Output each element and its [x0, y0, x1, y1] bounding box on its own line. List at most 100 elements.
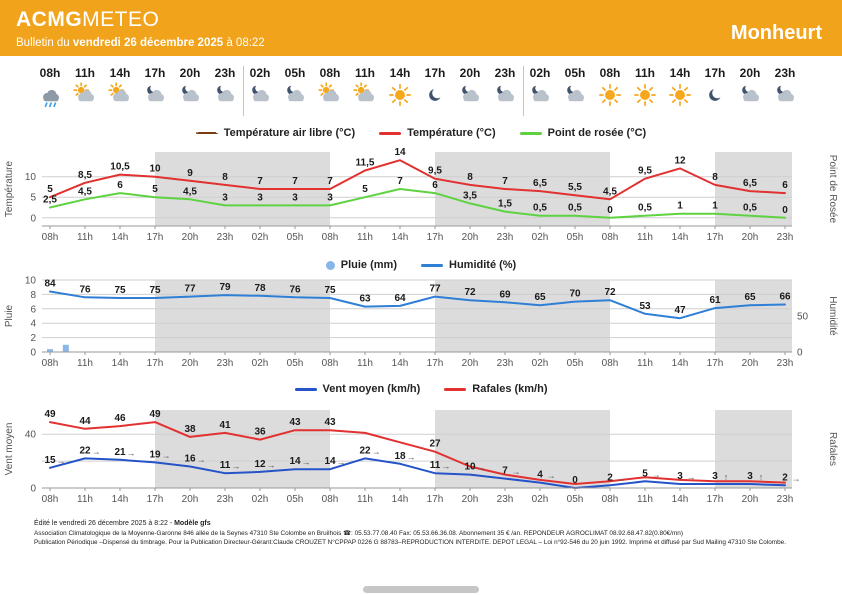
svg-text:↑: ↑ — [724, 472, 729, 482]
svg-text:4: 4 — [30, 319, 36, 330]
svg-text:5,5: 5,5 — [568, 182, 582, 193]
svg-text:11h: 11h — [637, 358, 653, 369]
wind-chart: 40 0 15 → 22 → 21 → 19 → 16 → 11 → 12 → 14 → 14 → 22 → 18 → 11 → 1… — [0, 396, 842, 514]
svg-text:49: 49 — [44, 409, 56, 420]
svg-text:14h: 14h — [392, 358, 409, 369]
bulletin-suffix: à 08:22 — [223, 37, 265, 49]
svg-text:0,5: 0,5 — [533, 203, 547, 214]
timeline-hour-label: 14h — [669, 66, 691, 80]
legend-item: Pluie (mm) — [325, 259, 397, 271]
timeline-slot: 08h — [592, 66, 628, 113]
svg-text:7: 7 — [292, 176, 298, 187]
svg-text:0: 0 — [30, 484, 36, 495]
svg-text:02h: 02h — [252, 358, 269, 369]
svg-text:53: 53 — [639, 301, 651, 312]
svg-text:→: → — [57, 456, 66, 466]
moon-cloud-icon — [742, 84, 759, 102]
svg-text:43: 43 — [324, 417, 336, 428]
bulletin-line: Bulletin du vendredi 26 décembre 2025 à … — [16, 37, 265, 49]
svg-text:→: → — [617, 473, 626, 483]
svg-text:→: → — [652, 469, 661, 479]
svg-text:75: 75 — [114, 285, 126, 296]
svg-text:20h: 20h — [182, 494, 199, 505]
svg-text:10: 10 — [25, 172, 37, 183]
header: ACMGMETEO Bulletin du vendredi 26 décemb… — [0, 0, 842, 56]
svg-text:14h: 14h — [672, 232, 689, 243]
svg-text:63: 63 — [359, 294, 371, 305]
svg-text:→: → — [162, 450, 171, 460]
svg-text:14h: 14h — [672, 358, 689, 369]
timeline-hour-label: 20h — [179, 66, 201, 80]
svg-text:4: 4 — [537, 470, 543, 481]
svg-text:66: 66 — [779, 292, 791, 303]
svg-text:78: 78 — [254, 283, 266, 294]
svg-text:05h: 05h — [287, 494, 304, 505]
timeline-hour-label: 08h — [319, 66, 341, 80]
svg-text:20h: 20h — [742, 232, 759, 243]
svg-text:5: 5 — [362, 184, 368, 195]
legend-marker — [421, 263, 443, 267]
svg-text:8: 8 — [712, 172, 718, 183]
svg-text:11,5: 11,5 — [356, 158, 375, 169]
sun-icon — [634, 84, 656, 106]
svg-text:15: 15 — [44, 455, 56, 466]
rain-icon — [43, 89, 59, 108]
svg-text:7: 7 — [397, 176, 403, 187]
svg-text:14h: 14h — [112, 494, 129, 505]
svg-text:1: 1 — [712, 201, 718, 212]
svg-text:8,5: 8,5 — [78, 170, 92, 181]
svg-text:→: → — [302, 457, 311, 467]
svg-text:23h: 23h — [217, 494, 234, 505]
legend-label: Température air libre (°C) — [223, 127, 356, 139]
sun-cloud-icon — [318, 82, 339, 102]
svg-text:05h: 05h — [567, 494, 584, 505]
legend-marker — [294, 387, 317, 391]
svg-text:20h: 20h — [462, 232, 479, 243]
svg-text:Humidité: Humidité — [827, 296, 838, 336]
svg-text:6: 6 — [30, 304, 36, 315]
moon-cloud-icon — [287, 84, 304, 102]
svg-text:11h: 11h — [77, 232, 93, 243]
svg-text:14: 14 — [289, 456, 301, 467]
svg-text:6: 6 — [782, 180, 788, 191]
svg-text:10: 10 — [149, 164, 161, 175]
svg-text:11: 11 — [430, 460, 441, 471]
timeline-hour-label: 02h — [249, 66, 271, 80]
timeline-slot: 23h — [767, 66, 803, 113]
svg-text:47: 47 — [674, 305, 686, 316]
svg-text:02h: 02h — [252, 232, 269, 243]
sun-icon — [669, 84, 691, 106]
svg-text:77: 77 — [184, 284, 196, 295]
svg-text:1,5: 1,5 — [498, 199, 512, 210]
timeline-hour-label: 08h — [39, 66, 61, 80]
sun-cloud-icon — [73, 82, 94, 102]
svg-text:64: 64 — [394, 293, 406, 304]
svg-text:14h: 14h — [112, 232, 129, 243]
svg-text:70: 70 — [569, 289, 581, 300]
svg-text:2: 2 — [782, 472, 788, 483]
svg-text:08h: 08h — [322, 232, 339, 243]
svg-text:4,5: 4,5 — [78, 186, 92, 197]
timeline-slot: 17h — [417, 66, 453, 113]
svg-text:20h: 20h — [182, 232, 199, 243]
svg-text:8: 8 — [30, 290, 36, 301]
svg-text:08h: 08h — [602, 358, 619, 369]
svg-text:23h: 23h — [497, 232, 514, 243]
moon-cloud-icon — [462, 84, 479, 102]
svg-text:17h: 17h — [147, 232, 164, 243]
svg-text:3: 3 — [257, 192, 263, 203]
svg-text:17h: 17h — [707, 232, 724, 243]
scrollbar-thumb[interactable] — [363, 586, 479, 593]
svg-text:20h: 20h — [462, 358, 479, 369]
timeline-hour-label: 23h — [214, 66, 236, 80]
forecast-timeline: 08h 11h 14h 17h 20h 23h 02h 05h 08h 11h … — [0, 66, 842, 120]
svg-text:23h: 23h — [497, 494, 514, 505]
legend-marker — [444, 387, 467, 391]
timeline-hour-label: 17h — [704, 66, 726, 80]
svg-text:23h: 23h — [497, 358, 514, 369]
timeline-hour-label: 05h — [284, 66, 306, 80]
svg-text:6,5: 6,5 — [743, 178, 757, 189]
svg-text:→: → — [337, 457, 346, 467]
svg-text:Point de Rosée: Point de Rosée — [827, 155, 838, 224]
svg-text:→: → — [407, 452, 416, 462]
